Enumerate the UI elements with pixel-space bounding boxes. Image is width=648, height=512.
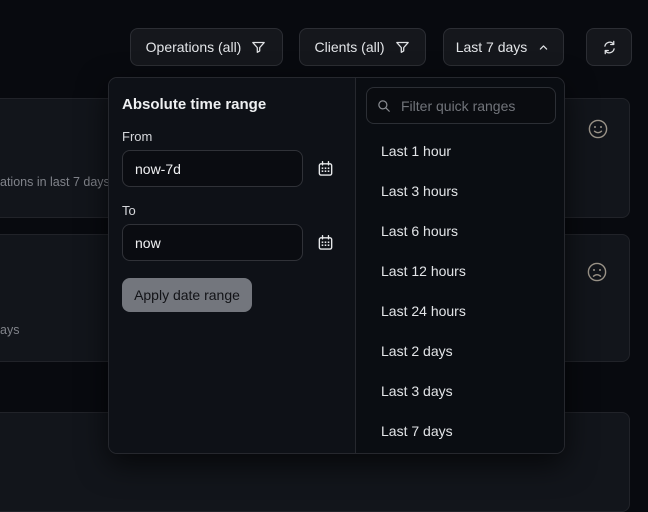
quick-range-list: Last 1 hour Last 3 hours Last 6 hours La…	[356, 131, 564, 451]
search-icon	[378, 99, 390, 112]
card-subtitle-fragment: ays	[0, 323, 20, 337]
quick-range-option-last-3-days[interactable]: Last 3 days	[381, 383, 453, 399]
smiley-sad-icon	[587, 262, 607, 282]
refresh-button[interactable]	[586, 28, 632, 66]
from-calendar-button[interactable]	[312, 155, 338, 181]
time-range-label: Last 7 days	[455, 39, 528, 55]
quick-range-option-last-3-hours[interactable]: Last 3 hours	[381, 183, 459, 199]
quick-ranges-section: Last 1 hour Last 3 hours Last 6 hours La…	[355, 78, 564, 453]
quick-range-option-last-2-days[interactable]: Last 2 days	[381, 343, 453, 359]
quick-range-option-last-12-hours[interactable]: Last 12 hours	[381, 263, 466, 279]
operations-filter-label: Operations (all)	[145, 39, 242, 55]
card-subtitle-fragment: ations in last 7 days	[0, 175, 110, 189]
funnel-icon	[252, 41, 266, 53]
smiley-happy-icon	[588, 119, 608, 139]
refresh-icon	[603, 40, 615, 54]
to-calendar-button[interactable]	[312, 229, 338, 255]
time-picker-popup: Absolute time range From To	[108, 77, 565, 454]
calendar-icon	[318, 234, 332, 250]
calendar-icon	[318, 160, 332, 176]
absolute-time-range-section: Absolute time range From To	[109, 78, 355, 453]
clients-filter-label: Clients (all)	[314, 39, 385, 55]
apply-date-range-button[interactable]: Apply date range	[122, 278, 252, 312]
funnel-icon	[395, 41, 409, 53]
operations-filter-button[interactable]: Operations (all)	[130, 28, 283, 66]
quick-range-option-last-7-days[interactable]: Last 7 days	[381, 423, 453, 439]
chevron-up-icon	[540, 44, 548, 50]
quick-range-option-last-1-hour[interactable]: Last 1 hour	[381, 143, 452, 159]
quick-range-search-input[interactable]	[399, 96, 545, 115]
quick-range-option-last-6-hours[interactable]: Last 6 hours	[381, 223, 459, 239]
absolute-range-title: Absolute time range	[122, 96, 267, 113]
from-input[interactable]	[122, 150, 303, 187]
quick-range-search[interactable]	[366, 87, 556, 124]
time-range-button[interactable]: Last 7 days	[443, 28, 564, 66]
quick-range-option-last-24-hours[interactable]: Last 24 hours	[381, 303, 466, 319]
to-input[interactable]	[122, 224, 303, 261]
to-label: To	[122, 203, 136, 218]
clients-filter-button[interactable]: Clients (all)	[299, 28, 426, 66]
from-label: From	[122, 129, 153, 144]
